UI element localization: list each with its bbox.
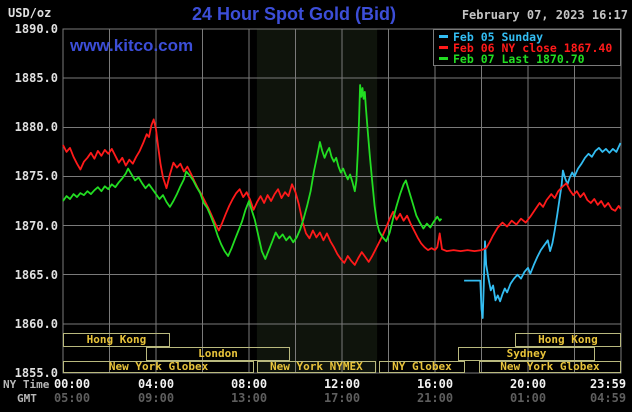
x-tick-gmt: 09:00 — [137, 391, 175, 405]
legend-item: Feb 07 Last 1870.70 — [434, 51, 620, 66]
x-axis-row1-label: NY Time — [3, 378, 50, 391]
x-tick-ny: 20:00 — [509, 377, 547, 391]
x-axis-row2-label: GMT — [17, 392, 37, 405]
y-tick-label: 1875.0 — [14, 169, 58, 184]
session-box-sydney: Sydney — [458, 347, 595, 361]
legend-label: Feb 05 Sunday — [453, 29, 544, 44]
legend-item: Feb 06 NY close 1867.40 — [434, 40, 620, 55]
kitco-watermark: www.kitco.com — [70, 36, 194, 55]
y-tick-label: 1880.0 — [14, 120, 58, 135]
y-axis-unit-label: USD/oz — [8, 6, 52, 20]
session-box-hong-kong: Hong Kong — [514, 333, 621, 347]
x-tick-gmt: 13:00 — [230, 391, 268, 405]
x-tick-ny: 12:00 — [323, 377, 361, 391]
y-tick-label: 1890.0 — [14, 22, 58, 36]
nymex-session-band — [256, 29, 378, 373]
x-tick-gmt: 17:00 — [323, 391, 361, 405]
x-tick-ny: 23:59 — [589, 377, 627, 391]
legend-dash-icon — [439, 46, 448, 49]
session-box-new-york-globex: New York Globex — [63, 361, 255, 373]
x-tick-gmt: 05:00 — [53, 391, 91, 405]
legend-item: Feb 05 Sunday — [434, 29, 620, 44]
session-box-hong-kong: Hong Kong — [63, 333, 170, 347]
y-tick-label: 1860.0 — [14, 316, 58, 331]
y-tick-label: 1870.0 — [14, 218, 58, 233]
x-tick-ny: 16:00 — [416, 377, 454, 391]
session-box-new-york-nymex: New York NYMEX — [256, 361, 376, 373]
x-tick-ny: 00:00 — [53, 377, 91, 391]
x-tick-ny: 04:00 — [137, 377, 175, 391]
session-box-ny-globex: NY Globex — [378, 361, 465, 373]
legend-box: Feb 05 Sunday Feb 06 NY close 1867.40 Feb … — [433, 29, 621, 66]
x-tick-gmt: 01:00 — [509, 391, 547, 405]
y-tick-label: 1885.0 — [14, 71, 58, 86]
session-box-london: London — [146, 347, 290, 361]
y-tick-label: 1865.0 — [14, 267, 58, 282]
x-tick-ny: 08:00 — [230, 377, 268, 391]
legend-items: Feb 05 Sunday Feb 06 NY close 1867.40 Feb … — [434, 29, 620, 66]
series-line-feb07 — [62, 84, 443, 260]
series-line-feb05 — [464, 142, 622, 319]
y-tick-label: 1855.0 — [14, 366, 58, 380]
x-tick-gmt: 04:59 — [589, 391, 627, 405]
chart-timestamp: February 07, 2023 16:17 — [461, 8, 628, 22]
chart-title: 24 Hour Spot Gold (Bid) — [192, 4, 396, 24]
series-line-feb06 — [62, 118, 622, 266]
session-box-new-york-globex: New York Globex — [478, 361, 621, 373]
legend-dash-icon — [439, 35, 448, 38]
legend-label: Feb 07 Last 1870.70 — [453, 51, 585, 66]
legend-dash-icon — [439, 57, 448, 60]
legend-label: Feb 06 NY close 1867.40 — [453, 40, 613, 55]
x-tick-gmt: 21:00 — [416, 391, 454, 405]
